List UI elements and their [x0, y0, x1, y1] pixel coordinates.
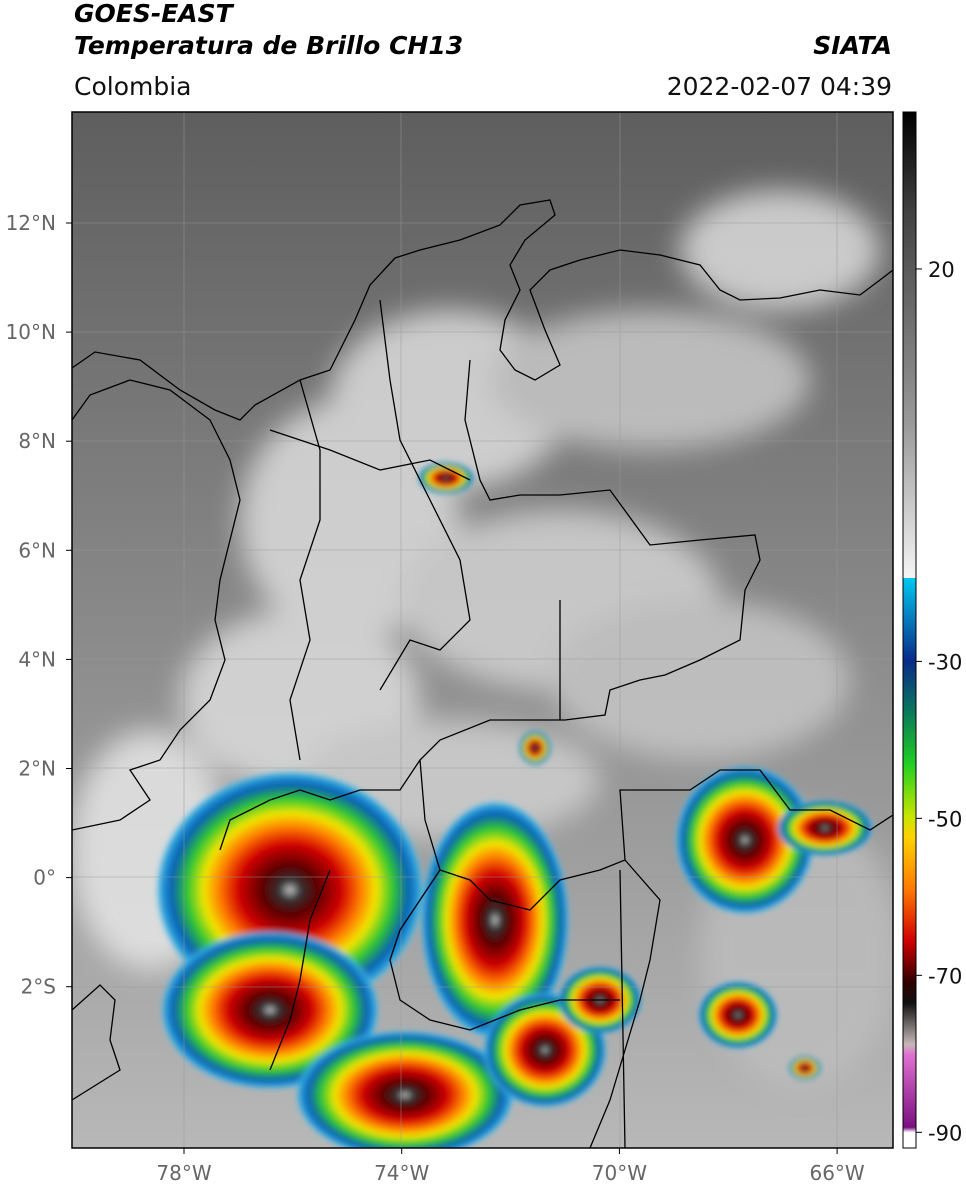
lon-label: 78°W [156, 1161, 211, 1185]
lon-label: 74°W [374, 1161, 429, 1185]
colorbar [902, 111, 917, 1149]
colorbar-label: -70 [928, 964, 962, 988]
source: SIATA [813, 31, 892, 60]
colorbar-label: -30 [928, 650, 962, 674]
colorbar-label: 20 [928, 258, 955, 282]
colorbar-label: -90 [928, 1121, 962, 1145]
lat-label: 4°N [18, 647, 56, 671]
lat-axis: 12°N 10°N 8°N 6°N 4°N 2°N 0° 2°S [6, 211, 72, 999]
lat-label: 2°S [21, 975, 56, 999]
datetime: 2022-02-07 04:39 [667, 72, 892, 101]
lat-label: 10°N [6, 320, 56, 344]
lon-label: 66°W [809, 1161, 864, 1185]
lat-label: 12°N [6, 211, 56, 235]
lat-label: 0° [33, 866, 56, 890]
lon-label: 70°W [592, 1161, 647, 1185]
graticule [72, 112, 893, 1148]
region: Colombia [74, 72, 191, 101]
lat-label: 2°N [18, 757, 56, 781]
map-frame [71, 111, 894, 1149]
map-image [72, 112, 893, 1148]
lat-label: 8°N [18, 429, 56, 453]
colorbar-axis: 20 -30 -50 -70 -90 [916, 258, 962, 1145]
satellite: GOES-EAST [74, 0, 235, 28]
borders [72, 199, 893, 1148]
lat-label: 6°N [18, 538, 56, 562]
colorbar-label: -50 [928, 807, 962, 831]
product: Temperatura de Brillo CH13 [74, 31, 463, 60]
lon-axis: 78°W 74°W 70°W 66°W [156, 1148, 865, 1185]
storms [155, 462, 873, 1148]
